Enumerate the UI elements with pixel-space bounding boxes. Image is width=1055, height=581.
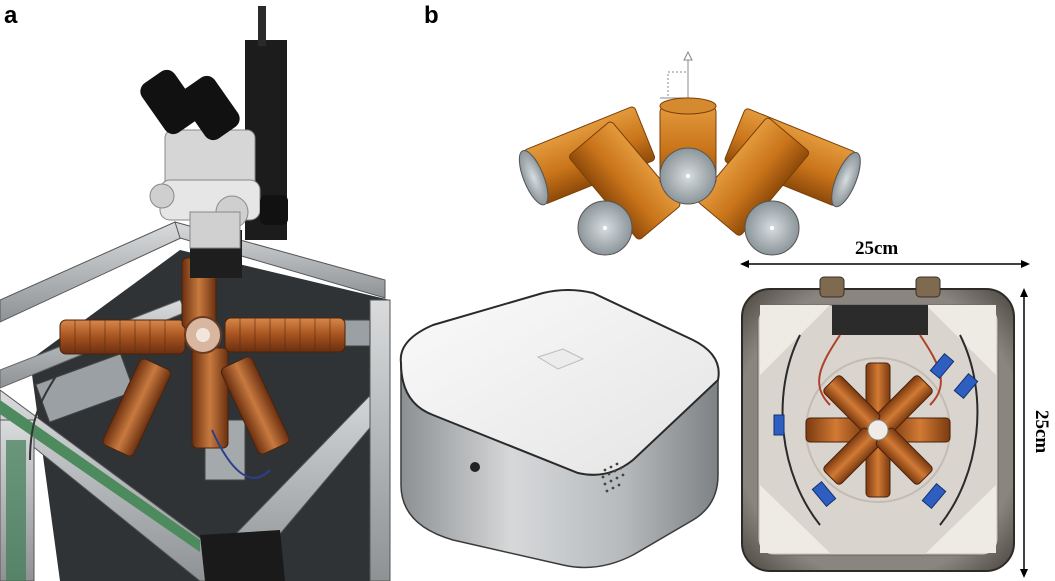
coil-cad-rendering — [518, 50, 861, 256]
height-dimension-label: 25cm — [1031, 410, 1052, 454]
panel-label-b: b — [424, 2, 439, 29]
panel-label-a: a — [4, 2, 18, 29]
width-dimension-label: 25cm — [855, 238, 899, 259]
enclosure-box-photo — [399, 289, 720, 569]
height-dimension-arrow — [1020, 288, 1028, 578]
microscope-rig-photo — [0, 6, 391, 581]
width-dimension-arrow — [740, 260, 1030, 268]
open-enclosure-photo — [741, 276, 1015, 572]
